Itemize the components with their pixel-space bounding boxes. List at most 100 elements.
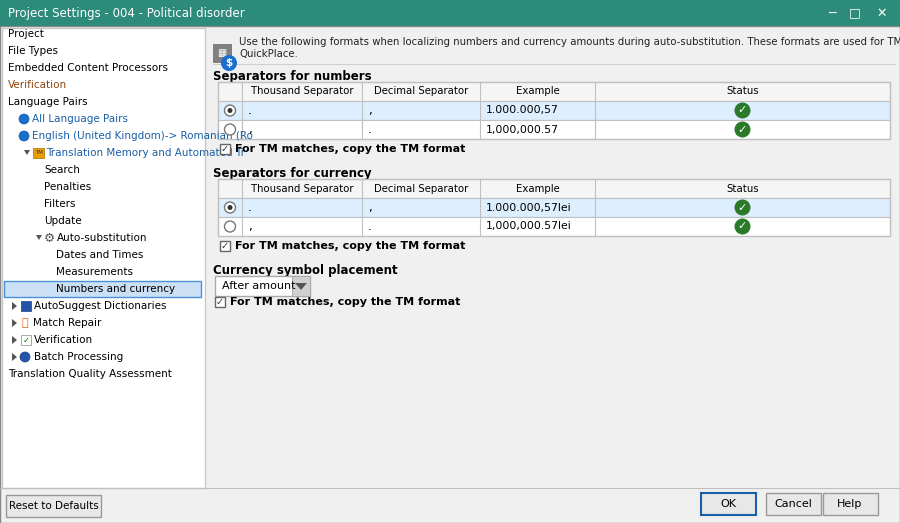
Text: ✓: ✓: [216, 297, 224, 307]
Bar: [218, 217, 890, 236]
Circle shape: [228, 205, 232, 210]
Text: Use the following formats when localizing numbers and currency amounts during au: Use the following formats when localizin…: [239, 37, 900, 47]
Text: Language Pairs: Language Pairs: [8, 97, 87, 107]
Polygon shape: [12, 302, 17, 310]
Text: Verification: Verification: [8, 80, 68, 90]
Polygon shape: [12, 336, 17, 344]
Text: ✓: ✓: [220, 241, 230, 251]
Circle shape: [19, 114, 29, 124]
Text: .: .: [248, 104, 252, 117]
Text: Separators for numbers: Separators for numbers: [213, 70, 372, 83]
Bar: [292, 276, 310, 296]
Text: For TM matches, copy the TM format: For TM matches, copy the TM format: [235, 241, 465, 251]
Bar: [218, 179, 890, 198]
Circle shape: [734, 199, 751, 215]
Polygon shape: [12, 353, 17, 361]
Text: Decimal Separator: Decimal Separator: [374, 86, 468, 97]
Text: 1.000.000,57: 1.000.000,57: [486, 106, 559, 116]
Text: Example: Example: [516, 86, 560, 97]
Text: .: .: [368, 220, 372, 233]
Text: OK: OK: [720, 499, 736, 509]
Bar: [0, 0, 900, 26]
Bar: [4, 281, 201, 297]
Bar: [21, 335, 31, 345]
Polygon shape: [24, 150, 30, 155]
Text: ✓: ✓: [738, 222, 747, 232]
Circle shape: [734, 121, 751, 138]
Polygon shape: [36, 235, 42, 240]
Text: ✓: ✓: [22, 335, 30, 345]
Text: AutoSuggest Dictionaries: AutoSuggest Dictionaries: [34, 301, 166, 311]
Text: Translation Memory and Automated Tr: Translation Memory and Automated Tr: [46, 148, 245, 158]
Text: ✓: ✓: [738, 106, 747, 116]
Circle shape: [228, 108, 232, 113]
Bar: [218, 101, 890, 120]
Text: Project: Project: [8, 29, 44, 39]
Circle shape: [734, 103, 751, 119]
Bar: [218, 120, 890, 139]
Bar: [701, 493, 756, 515]
Bar: [6, 495, 101, 517]
Bar: [21, 301, 31, 311]
Text: $: $: [225, 58, 232, 68]
Circle shape: [224, 221, 236, 232]
Text: Embedded Content Processors: Embedded Content Processors: [8, 63, 168, 73]
Bar: [2, 28, 205, 488]
Text: QuickPlace.: QuickPlace.: [239, 49, 298, 59]
Text: .: .: [248, 201, 252, 214]
Bar: [220, 144, 230, 154]
Circle shape: [734, 219, 751, 234]
Bar: [218, 82, 890, 139]
Bar: [218, 198, 890, 217]
Text: ⚙: ⚙: [43, 232, 55, 244]
Text: Filters: Filters: [44, 199, 76, 209]
Polygon shape: [295, 283, 307, 290]
Text: Batch Processing: Batch Processing: [34, 352, 123, 362]
Text: For TM matches, copy the TM format: For TM matches, copy the TM format: [235, 144, 465, 154]
Circle shape: [221, 55, 237, 71]
Text: Thousand Separator: Thousand Separator: [251, 86, 353, 97]
Circle shape: [224, 124, 236, 135]
Text: After amount: After amount: [222, 281, 295, 291]
Text: .: .: [368, 123, 372, 136]
Text: ,: ,: [248, 123, 252, 136]
Bar: [215, 297, 225, 307]
Text: Thousand Separator: Thousand Separator: [251, 184, 353, 194]
Text: □: □: [849, 6, 861, 19]
Text: TM: TM: [34, 151, 42, 155]
Text: English (United Kingdom)-> Romanian (Ro: English (United Kingdom)-> Romanian (Ro: [32, 131, 253, 141]
Text: Cancel: Cancel: [774, 499, 812, 509]
Bar: [218, 82, 890, 101]
Circle shape: [224, 105, 236, 116]
Text: ✕: ✕: [877, 6, 887, 19]
Text: Verification: Verification: [34, 335, 93, 345]
Text: ,: ,: [248, 220, 252, 233]
Bar: [213, 44, 231, 62]
Text: 1,000,000.57lei: 1,000,000.57lei: [486, 222, 572, 232]
Text: Status: Status: [726, 184, 759, 194]
Text: Reset to Defaults: Reset to Defaults: [9, 501, 99, 511]
Text: Match Repair: Match Repair: [33, 318, 102, 328]
Text: Dates and Times: Dates and Times: [56, 250, 143, 260]
Text: ,: ,: [368, 201, 372, 214]
Bar: [823, 493, 878, 515]
Text: Auto-substitution: Auto-substitution: [57, 233, 148, 243]
Circle shape: [224, 202, 236, 213]
Text: ✓: ✓: [738, 124, 747, 134]
Circle shape: [19, 131, 29, 141]
Text: 1,000,000.57: 1,000,000.57: [486, 124, 559, 134]
Text: Penalties: Penalties: [44, 182, 91, 192]
Bar: [766, 493, 821, 515]
Text: For TM matches, copy the TM format: For TM matches, copy the TM format: [230, 297, 461, 307]
Text: Example: Example: [516, 184, 560, 194]
Text: Measurements: Measurements: [56, 267, 133, 277]
Bar: [215, 276, 310, 296]
Text: Separators for currency: Separators for currency: [213, 167, 372, 180]
Polygon shape: [12, 319, 17, 327]
Text: ✓: ✓: [220, 144, 230, 154]
Text: Currency symbol placement: Currency symbol placement: [213, 264, 398, 277]
Text: All Language Pairs: All Language Pairs: [32, 114, 128, 124]
Bar: [220, 241, 230, 251]
Text: ,: ,: [368, 104, 372, 117]
Text: Help: Help: [837, 499, 863, 509]
